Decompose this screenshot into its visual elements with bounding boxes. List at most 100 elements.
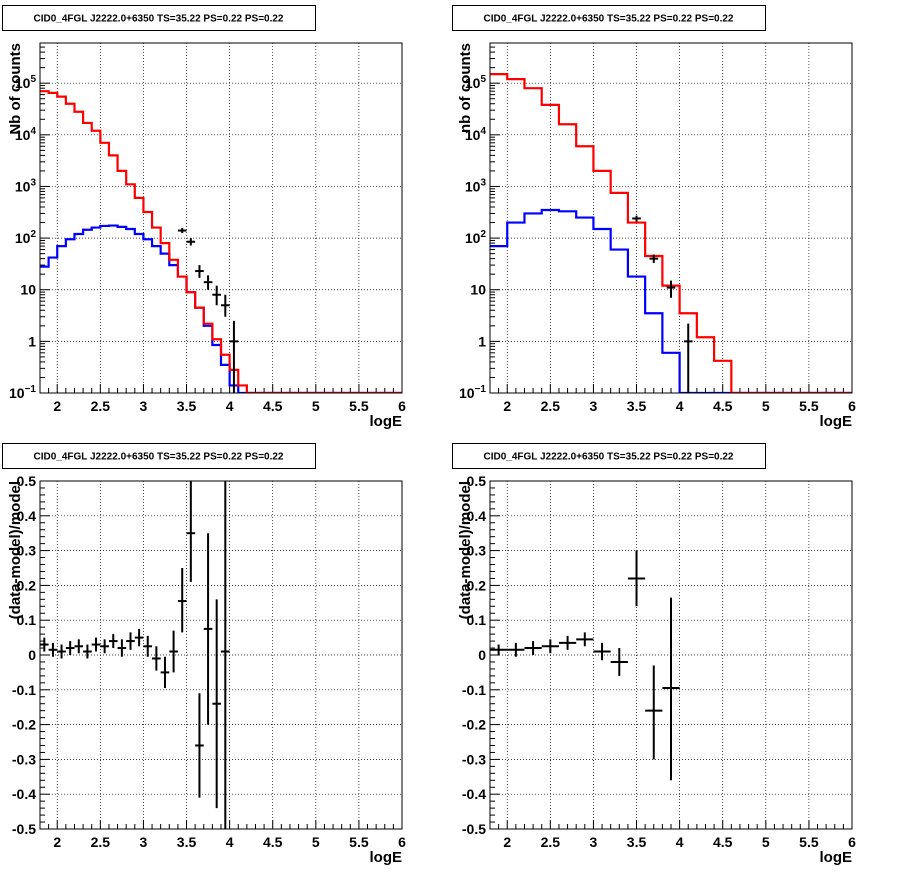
y-tick-label: 0.1 bbox=[17, 612, 37, 628]
data-layer bbox=[490, 72, 852, 393]
data-point bbox=[195, 693, 204, 798]
data-point bbox=[524, 641, 542, 655]
data-point bbox=[212, 599, 221, 809]
x-tick-label: 3.5 bbox=[627, 398, 647, 414]
x-tick-label: 4 bbox=[226, 834, 234, 850]
x-tick-label: 4.5 bbox=[713, 834, 733, 850]
y-tick-label: 103 bbox=[465, 177, 487, 194]
y-tick-label: 104 bbox=[465, 126, 487, 143]
y-tick-label: -0.3 bbox=[12, 751, 36, 767]
y-tick-label: 10 bbox=[470, 282, 486, 298]
data-point bbox=[91, 637, 101, 652]
tick-label-base: 10 bbox=[15, 178, 31, 194]
y-tick-label: 0.4 bbox=[467, 508, 487, 524]
plot-frame bbox=[39, 42, 403, 394]
y-tick-label: 0 bbox=[28, 647, 36, 663]
title-box bbox=[2, 443, 316, 469]
title-box bbox=[452, 5, 766, 31]
model-total-series bbox=[40, 90, 402, 393]
data-point bbox=[40, 637, 49, 652]
model-total-series bbox=[490, 72, 852, 393]
tick-label-exponent: 2 bbox=[30, 229, 36, 240]
data-point bbox=[221, 481, 230, 829]
x-tick-label: 5.5 bbox=[349, 834, 369, 850]
data-point bbox=[100, 639, 109, 654]
x-tick-label: 5.5 bbox=[349, 398, 369, 414]
y-tick-label: 0.2 bbox=[467, 577, 487, 593]
y-tick-label: 0.1 bbox=[467, 612, 487, 628]
y-tick-label: 10 bbox=[20, 282, 36, 298]
grid bbox=[40, 481, 402, 829]
plot-area bbox=[490, 43, 852, 393]
x-tick-label: 4 bbox=[676, 398, 684, 414]
x-tick-label: 4.5 bbox=[263, 834, 283, 850]
y-tick-label: 0.3 bbox=[17, 543, 37, 559]
data-point bbox=[610, 648, 628, 676]
data-point bbox=[65, 641, 75, 655]
residuals-panel-1: CID0_4FGL J2222.0+6350 TS=35.22 PS=0.22 … bbox=[2, 443, 406, 866]
data-point bbox=[74, 639, 84, 654]
y-tick-label: -0.3 bbox=[462, 751, 486, 767]
x-tick-label: 2 bbox=[503, 834, 511, 850]
x-axis-title: logE bbox=[820, 849, 853, 866]
y-tick-label: -0.1 bbox=[462, 682, 486, 698]
data-point bbox=[507, 642, 525, 657]
y-tick-label: 0.2 bbox=[17, 577, 37, 593]
data-point bbox=[632, 215, 641, 222]
y-tick-label: 0.5 bbox=[467, 473, 487, 489]
plot-frame bbox=[39, 480, 403, 830]
x-tick-label: 3 bbox=[590, 834, 598, 850]
title-box bbox=[2, 5, 316, 31]
y-axis-title: (data-model)/model bbox=[7, 481, 24, 619]
x-tick-label: 4 bbox=[676, 834, 684, 850]
x-tick-label: 2.5 bbox=[541, 398, 561, 414]
title-box bbox=[452, 443, 766, 469]
y-tick-label: -0.5 bbox=[12, 821, 36, 837]
x-tick-label: 2.5 bbox=[91, 834, 111, 850]
y-tick-label: 103 bbox=[15, 177, 37, 194]
data-point bbox=[160, 656, 170, 689]
counts-histogram-panel-1: CID0_4FGL J2222.0+6350 TS=35.22 PS=0.22 … bbox=[2, 5, 406, 430]
y-tick-label: 0.3 bbox=[467, 543, 487, 559]
tick-label-base: 10 bbox=[465, 75, 481, 91]
x-tick-label: 4.5 bbox=[263, 398, 283, 414]
y-tick-label: -0.4 bbox=[12, 786, 36, 802]
x-tick-label: 5.5 bbox=[799, 398, 819, 414]
data-point bbox=[117, 639, 127, 657]
data-point bbox=[627, 550, 646, 607]
data-point bbox=[683, 323, 693, 393]
data-point bbox=[126, 632, 135, 650]
tick-label-base: 10 bbox=[15, 127, 31, 143]
x-tick-label: 2.5 bbox=[91, 398, 111, 414]
tick-label-exponent: −1 bbox=[475, 384, 487, 395]
y-tick-label: 1 bbox=[28, 333, 36, 349]
x-tick-label: 5 bbox=[762, 398, 770, 414]
y-tick-label: 0.5 bbox=[17, 473, 37, 489]
x-tick-label: 5.5 bbox=[799, 834, 819, 850]
x-tick-label: 6 bbox=[398, 834, 406, 850]
x-tick-label: 3.5 bbox=[177, 398, 197, 414]
chart-title: CID0_4FGL J2222.0+6350 TS=35.22 PS=0.22 … bbox=[34, 14, 284, 25]
data-point bbox=[229, 320, 239, 393]
y-tick-label: 105 bbox=[465, 74, 487, 91]
tick-label-exponent: 3 bbox=[30, 177, 36, 188]
chart-title: CID0_4FGL J2222.0+6350 TS=35.22 PS=0.22 … bbox=[34, 452, 284, 463]
data-point bbox=[57, 644, 66, 659]
chart-title: CID0_4FGL J2222.0+6350 TS=35.22 PS=0.22 … bbox=[484, 452, 734, 463]
data-point bbox=[666, 280, 676, 298]
x-tick-label: 5 bbox=[312, 834, 320, 850]
x-tick-label: 3 bbox=[140, 398, 148, 414]
data-point bbox=[177, 227, 187, 234]
y-axis-title: Nb of counts bbox=[7, 43, 24, 135]
y-tick-label: 102 bbox=[15, 229, 37, 246]
tick-label-base: 10 bbox=[15, 75, 31, 91]
x-tick-label: 3 bbox=[590, 398, 598, 414]
ticks bbox=[489, 480, 853, 830]
data-point bbox=[212, 285, 221, 306]
tick-label-exponent: 4 bbox=[480, 126, 486, 137]
residuals-panel-2: CID0_4FGL J2222.0+6350 TS=35.22 PS=0.22 … bbox=[452, 443, 856, 866]
data-point bbox=[186, 238, 196, 246]
y-tick-label: 10−1 bbox=[459, 384, 486, 401]
x-tick-label: 2.5 bbox=[541, 834, 561, 850]
x-tick-label: 5 bbox=[762, 834, 770, 850]
